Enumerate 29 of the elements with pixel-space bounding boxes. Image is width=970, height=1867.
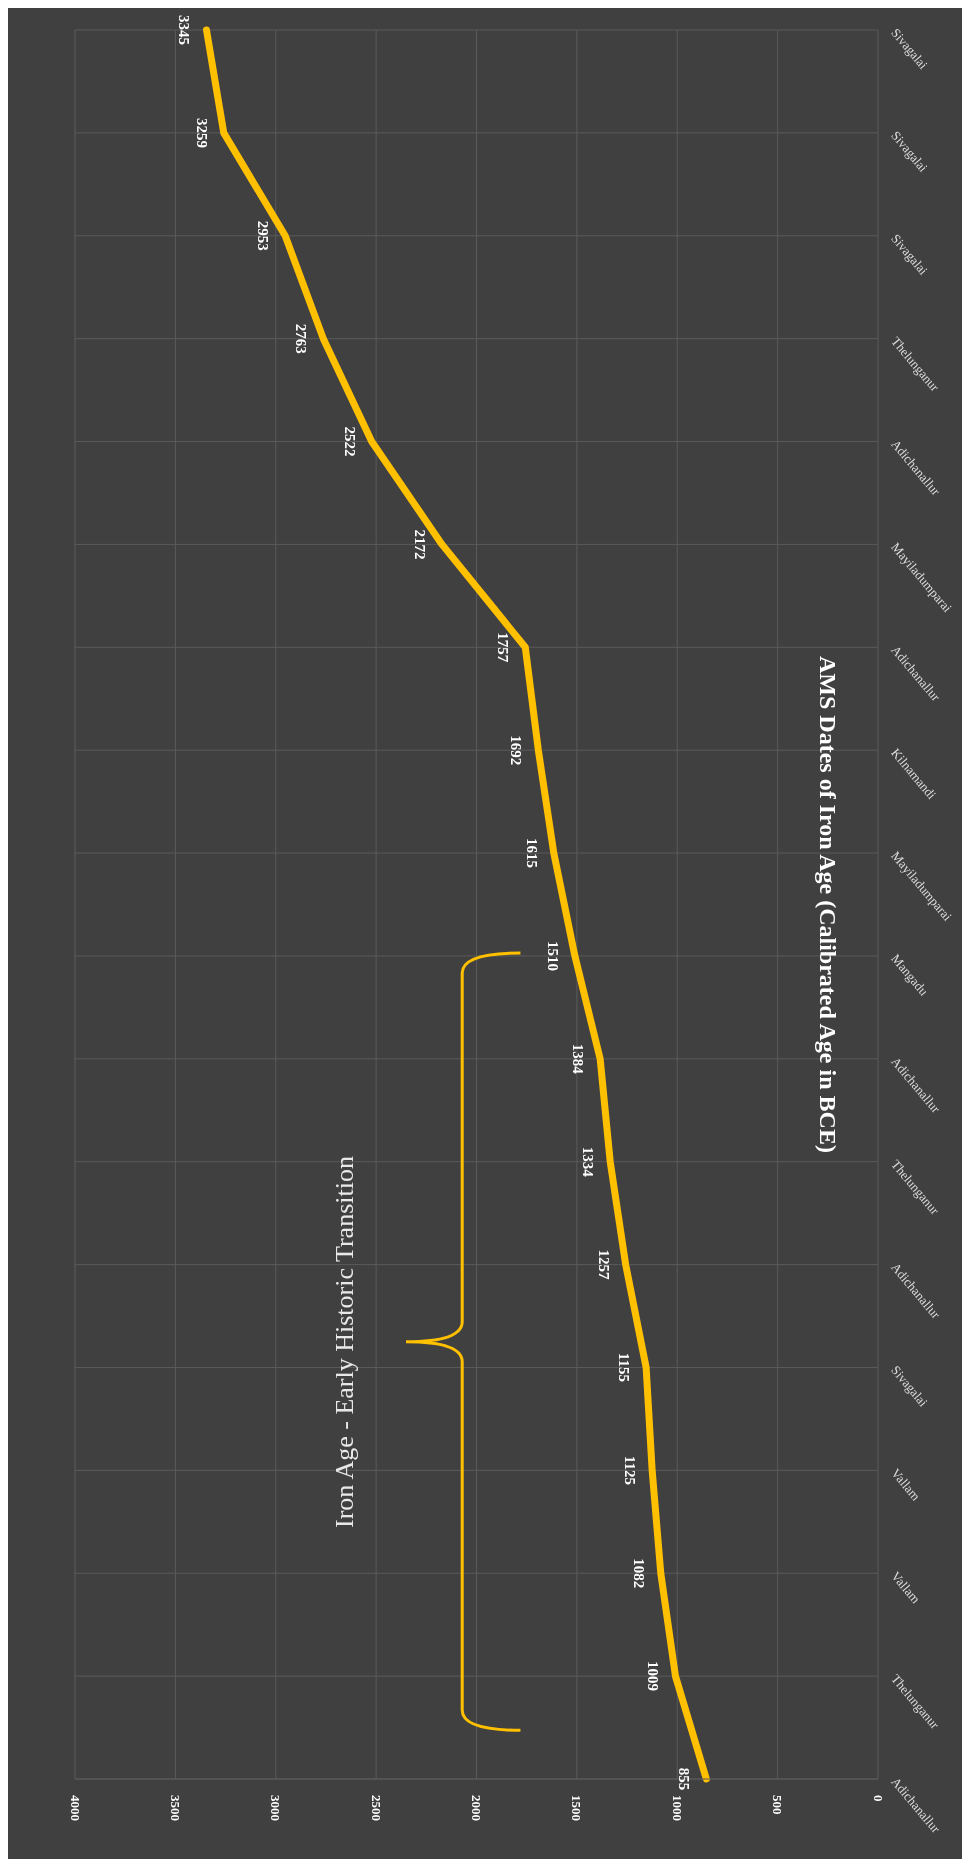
data-label: 1257: [595, 1249, 612, 1281]
x-tick-label: 2000: [469, 1795, 484, 1821]
data-label: 855: [676, 1767, 693, 1791]
x-tick-label: 1000: [669, 1795, 685, 1821]
x-tick-label: 500: [770, 1795, 786, 1815]
text: AMS Dates of Iron Age (Calibrated Age in BCE): [813, 655, 841, 1155]
data-label: 2953: [255, 220, 272, 251]
data-label: 2522: [341, 426, 358, 457]
data-label: 1334: [580, 1146, 597, 1178]
data-label: 1125: [622, 1455, 639, 1485]
x-tick-label: 3000: [268, 1795, 284, 1821]
data-label: 2172: [411, 529, 428, 560]
annotation: Iron Age - Early Historic Transition: [330, 1155, 360, 1528]
data-label: 3259: [193, 117, 210, 148]
x-tick-label: 4000: [67, 1795, 83, 1821]
data-label: 3345: [176, 15, 193, 45]
data-label: 1692: [508, 735, 525, 766]
data-label: 1082: [630, 1558, 647, 1589]
data-label: 1384: [570, 1043, 587, 1075]
x-tick-label: 2500: [368, 1795, 384, 1821]
data-label: 1615: [523, 838, 540, 869]
data-label: 1009: [645, 1661, 662, 1692]
x-tick-label: 3500: [167, 1795, 183, 1821]
data-label: 1155: [616, 1352, 633, 1383]
data-label: 1510: [544, 940, 561, 971]
x-tick-label: 1500: [569, 1795, 585, 1821]
data-label: 1757: [495, 632, 512, 663]
data-label: 2763: [293, 323, 310, 354]
x-tick-label: 0: [870, 1795, 886, 1802]
